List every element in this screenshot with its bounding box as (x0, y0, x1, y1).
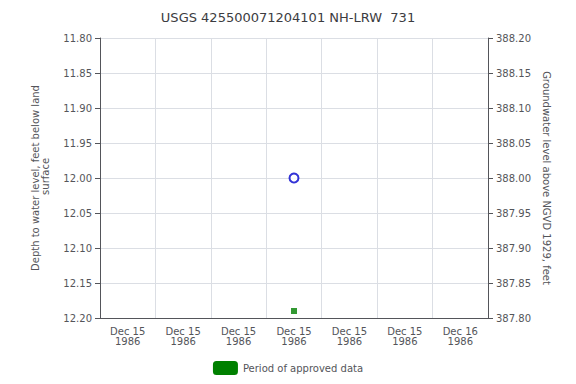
svg-text:surface: surface (40, 158, 51, 198)
svg-text:1986: 1986 (337, 336, 362, 347)
svg-text:USGS 425500071204101 NH-LRW 7: USGS 425500071204101 NH-LRW 731 (161, 10, 415, 25)
svg-text:11.95: 11.95 (63, 138, 92, 149)
svg-text:Dec 15: Dec 15 (387, 325, 423, 337)
svg-text:388.20: 388.20 (496, 33, 531, 44)
svg-text:Period of approved data: Period of approved data (243, 363, 363, 374)
svg-text:388.10: 388.10 (496, 103, 531, 114)
svg-text:12.20: 12.20 (63, 313, 92, 324)
svg-text:Dec 15: Dec 15 (165, 325, 201, 337)
svg-text:1986: 1986 (448, 336, 473, 347)
svg-text:11.85: 11.85 (63, 68, 92, 79)
svg-text:387.80: 387.80 (496, 313, 531, 324)
svg-text:11.90: 11.90 (63, 103, 92, 114)
svg-text:12.00: 12.00 (63, 173, 92, 184)
svg-text:Depth to water level, feet bel: Depth to water level, feet below land (29, 85, 41, 271)
svg-text:1986: 1986 (392, 336, 417, 347)
svg-text:387.90: 387.90 (496, 243, 531, 254)
svg-text:Dec 15: Dec 15 (110, 325, 146, 337)
svg-text:1986: 1986 (281, 336, 306, 347)
svg-text:12.10: 12.10 (63, 243, 92, 254)
svg-text:387.85: 387.85 (496, 278, 531, 289)
svg-text:Groundwater level above NGVD 1: Groundwater level above NGVD 1929, feet (541, 71, 552, 285)
svg-text:Dec 15: Dec 15 (276, 325, 312, 337)
svg-text:11.80: 11.80 (63, 33, 92, 44)
svg-text:387.95: 387.95 (496, 208, 531, 219)
svg-text:Dec 15: Dec 15 (220, 325, 257, 337)
svg-text:Dec 15: Dec 15 (331, 325, 368, 337)
svg-text:1986: 1986 (170, 336, 195, 347)
svg-text:388.00: 388.00 (496, 173, 531, 184)
svg-text:Dec 16: Dec 16 (442, 325, 478, 337)
svg-text:388.15: 388.15 (496, 68, 531, 79)
svg-text:12.05: 12.05 (63, 208, 92, 219)
svg-text:1986: 1986 (115, 336, 140, 347)
svg-text:388.05: 388.05 (496, 138, 531, 149)
svg-text:1986: 1986 (226, 336, 251, 347)
svg-text:12.15: 12.15 (63, 278, 92, 289)
